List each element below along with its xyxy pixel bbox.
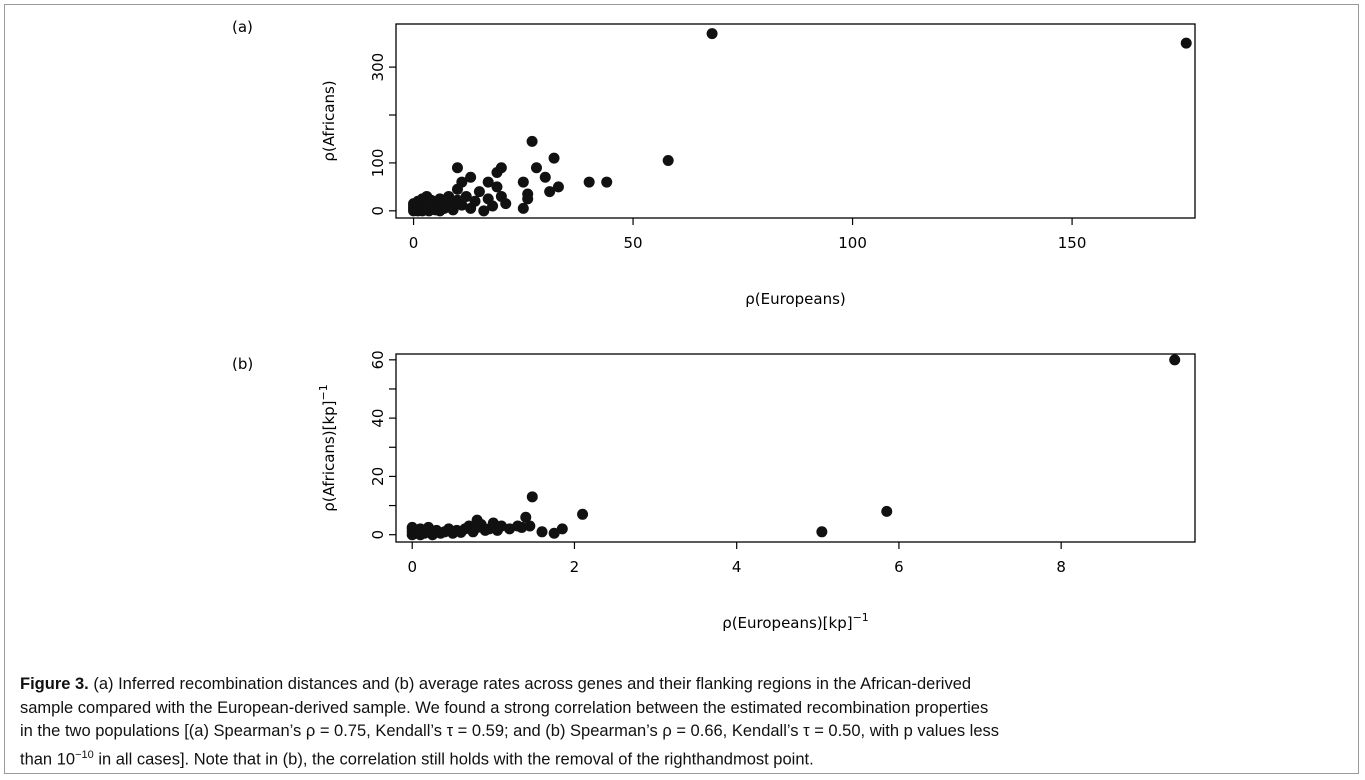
data-point-b: [516, 521, 528, 533]
figure-frame: [4, 4, 1359, 774]
data-point-a: [583, 176, 595, 188]
data-point-a: [522, 193, 534, 205]
data-point-a: [548, 152, 560, 164]
caption-line-1: (a) Inferred recombination distances and…: [88, 675, 972, 693]
scatter-plot-b: 0 2 4 6 8 0 20 40 60 ρ(Europeans)[kp]−1 ρ(Africans…: [317, 350, 1196, 632]
x-tick-label-b: 6: [894, 558, 904, 576]
data-point-b: [577, 508, 589, 520]
caption-exponent: −10: [75, 748, 94, 761]
data-point-a: [662, 155, 674, 167]
data-point-b: [1169, 354, 1181, 366]
x-tick-label-a: 150: [1058, 234, 1087, 252]
y-tick-label-b: 0: [369, 530, 387, 540]
data-point-a: [482, 176, 494, 188]
data-point-a: [469, 195, 481, 207]
x-axis-label-a: ρ(Europeans): [745, 290, 846, 308]
y-tick-label-a: 0: [369, 206, 387, 216]
data-point-a: [500, 198, 512, 210]
x-tick-label-a: 0: [409, 234, 419, 252]
y-tick-label-a: 100: [369, 149, 387, 178]
y-axis-label-a: ρ(Africans): [320, 80, 338, 161]
x-tick-label-b: 0: [407, 558, 417, 576]
data-point-a: [456, 199, 468, 211]
data-point-a: [526, 135, 538, 147]
data-point-a: [460, 190, 472, 202]
data-point-a: [491, 181, 503, 193]
scatter-plot-a: 0 50 100 150 0 100 300 ρ(Europeans) ρ(Africans): [320, 23, 1196, 308]
data-point-b: [881, 505, 893, 517]
data-point-a: [495, 162, 507, 174]
plot-box-b: [395, 353, 1196, 543]
data-point-b: [536, 526, 548, 538]
caption-figure-label: Figure 3.: [20, 675, 89, 693]
figure-caption: Figure 3. (a) Inferred recombination dis…: [20, 673, 1350, 772]
plot-box-a: [395, 23, 1196, 219]
y-tick-label-b: 40: [369, 409, 387, 428]
data-point-b: [526, 491, 538, 503]
data-point-a: [530, 162, 542, 174]
data-point-b: [524, 520, 536, 532]
data-point-a: [539, 171, 551, 183]
data-point-a: [451, 162, 463, 174]
data-point-a: [465, 171, 477, 183]
y-tick-label-a: 300: [369, 53, 387, 82]
data-point-a: [601, 176, 613, 188]
data-point-a: [517, 202, 529, 214]
data-point-b: [548, 527, 560, 539]
x-tick-label-a: 50: [624, 234, 643, 252]
data-point-a: [473, 186, 485, 198]
y-axis-label-b: ρ(Africans)[kp]−1: [317, 384, 338, 511]
panel-label-b: (b): [232, 355, 254, 373]
data-point-a: [478, 205, 490, 217]
y-tick-label-b: 60: [369, 350, 387, 369]
panel-label-a: (a): [232, 18, 253, 36]
data-point-b: [556, 523, 568, 535]
caption-line-3: in the two populations [(a) Spearman’s ρ…: [20, 722, 1000, 740]
data-point-a: [1180, 37, 1192, 49]
x-tick-label-a: 100: [838, 234, 867, 252]
x-tick-label-b: 2: [570, 558, 580, 576]
x-tick-label-b: 8: [1056, 558, 1066, 576]
data-point-a: [456, 176, 468, 188]
caption-line-4a: than 10: [20, 750, 76, 768]
data-point-b: [520, 511, 532, 523]
x-axis-label-b: ρ(Europeans)[kp]−1: [722, 611, 869, 632]
data-point-a: [552, 181, 564, 193]
data-point-a: [517, 176, 529, 188]
data-point-a: [706, 28, 718, 40]
data-point-b: [816, 526, 828, 538]
data-point-a: [487, 200, 499, 212]
caption-line-4b: in all cases]. Note that in (b), the cor…: [93, 750, 814, 768]
x-tick-label-b: 4: [732, 558, 742, 576]
data-point-a: [544, 186, 556, 198]
y-tick-label-b: 20: [369, 467, 387, 486]
caption-line-2: sample compared with the European-derive…: [20, 698, 989, 717]
